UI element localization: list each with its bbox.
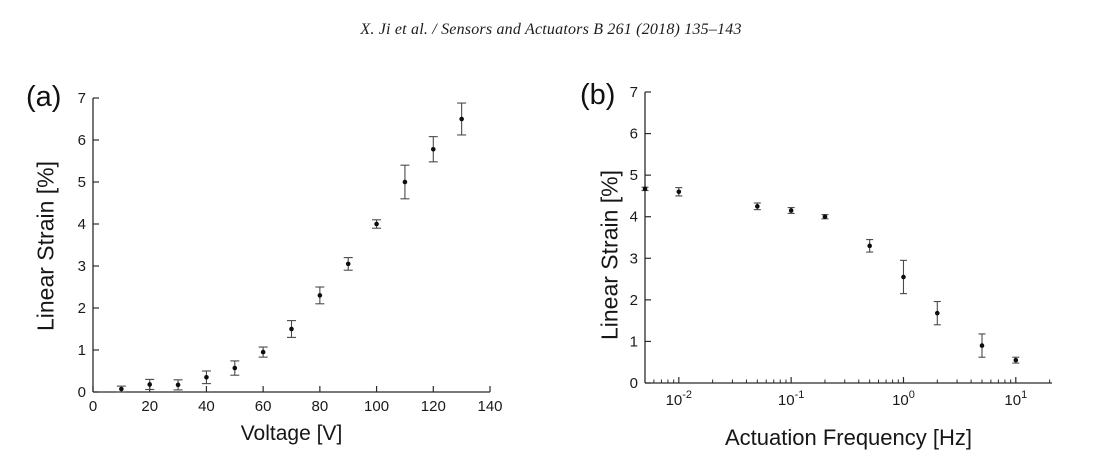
marker-dot bbox=[402, 179, 408, 185]
x-tick-label: 40 bbox=[198, 398, 215, 415]
data-series bbox=[641, 186, 1020, 364]
marker-dot bbox=[147, 382, 153, 387]
data-point bbox=[933, 300, 941, 326]
y-tick-label: 5 bbox=[630, 167, 638, 184]
marker-dot bbox=[119, 386, 124, 392]
y-tick-label: 4 bbox=[78, 216, 86, 233]
y-tick-label: 0 bbox=[78, 384, 86, 401]
y-tick-label: 3 bbox=[630, 250, 638, 267]
data-point bbox=[258, 346, 268, 358]
x-ticks: 0 20 40 60 80 100 120 140 bbox=[89, 386, 503, 415]
marker-dot bbox=[642, 186, 648, 192]
y-tick-label: 6 bbox=[630, 126, 638, 143]
marker-dot bbox=[175, 382, 181, 388]
y-tick-label: 5 bbox=[78, 174, 86, 191]
chart-a-canvas: 0 1 2 3 4 5 6 7 0 20 40 60 80 100 120 140 bbox=[78, 90, 503, 415]
x-tick-label: 100 bbox=[892, 389, 915, 409]
y-ticks: 0 1 2 3 4 5 6 7 bbox=[630, 84, 651, 392]
marker-dot bbox=[232, 365, 238, 371]
data-point bbox=[315, 286, 325, 305]
axes bbox=[92, 98, 490, 393]
y-tick-label: 2 bbox=[630, 292, 638, 309]
y-ticks: 0 1 2 3 4 5 6 7 bbox=[78, 90, 99, 401]
data-point bbox=[787, 207, 795, 214]
data-series bbox=[116, 102, 467, 393]
marker-dot bbox=[979, 343, 985, 348]
y-tick-label: 6 bbox=[78, 132, 86, 149]
marker-dot bbox=[822, 214, 828, 220]
marker-dot bbox=[1013, 357, 1019, 363]
x-tick-label: 0 bbox=[89, 398, 97, 415]
data-point bbox=[343, 257, 353, 271]
data-point bbox=[400, 164, 410, 200]
y-tick-label: 2 bbox=[78, 300, 86, 317]
marker-dot bbox=[788, 208, 794, 213]
data-point bbox=[116, 385, 126, 393]
data-point bbox=[821, 214, 829, 220]
marker-dot bbox=[934, 310, 940, 316]
y-tick-label: 0 bbox=[630, 375, 638, 392]
data-point bbox=[230, 360, 240, 376]
x-tick-label: 140 bbox=[477, 398, 502, 415]
x-tick-label: 10-1 bbox=[778, 389, 804, 409]
marker-dot bbox=[289, 326, 294, 332]
data-point bbox=[1012, 356, 1020, 364]
data-point bbox=[641, 186, 649, 192]
x-tick-label: 120 bbox=[421, 398, 446, 415]
marker-dot bbox=[755, 204, 760, 209]
axes bbox=[644, 92, 1052, 384]
x-tick-label: 101 bbox=[1004, 389, 1027, 409]
x-tick-label: 20 bbox=[141, 398, 158, 415]
data-point bbox=[675, 187, 683, 197]
data-point bbox=[173, 379, 183, 391]
marker-dot bbox=[345, 261, 351, 267]
marker-dot bbox=[260, 349, 266, 355]
panel-b-label: (b) bbox=[580, 79, 616, 111]
marker-dot bbox=[317, 293, 323, 298]
marker-dot bbox=[204, 375, 209, 380]
y-tick-label: 1 bbox=[78, 342, 86, 359]
marker-dot bbox=[374, 221, 379, 227]
x-tick-label: 100 bbox=[364, 398, 389, 415]
x-tick-label: 80 bbox=[312, 398, 329, 415]
chart-b-canvas: 0 1 2 3 4 5 6 7 10-2 10-1 100 101 bbox=[630, 84, 1052, 409]
marker-dot bbox=[459, 116, 464, 122]
data-point bbox=[866, 239, 874, 253]
data-point bbox=[201, 370, 211, 385]
y-tick-label: 3 bbox=[78, 258, 86, 275]
data-point bbox=[428, 136, 438, 163]
data-point bbox=[145, 378, 155, 391]
panel-b-x-axis-title: Actuation Frequency [Hz] bbox=[724, 425, 972, 450]
data-point bbox=[978, 333, 986, 358]
y-tick-label: 7 bbox=[78, 90, 86, 107]
data-point bbox=[899, 259, 907, 295]
marker-dot bbox=[901, 274, 906, 280]
y-tick-label: 7 bbox=[630, 84, 638, 101]
panel-a-label: (a) bbox=[26, 81, 62, 113]
x-tick-label: 10-2 bbox=[666, 389, 692, 409]
marker-dot bbox=[430, 146, 436, 152]
y-tick-label: 4 bbox=[630, 209, 638, 226]
data-point bbox=[753, 202, 761, 211]
x-ticks: 10-2 10-1 100 101 bbox=[644, 377, 1051, 409]
marker-dot bbox=[867, 243, 872, 249]
data-point bbox=[287, 320, 296, 338]
y-tick-label: 1 bbox=[630, 333, 638, 350]
data-point bbox=[457, 102, 467, 136]
data-point bbox=[372, 219, 382, 229]
marker-dot bbox=[676, 189, 682, 195]
running-head-citation: X. Ji et al. / Sensors and Actuators B 2… bbox=[360, 21, 742, 38]
x-tick-label: 60 bbox=[255, 398, 272, 415]
panel-a-x-axis-title: Voltage [V] bbox=[240, 422, 343, 445]
